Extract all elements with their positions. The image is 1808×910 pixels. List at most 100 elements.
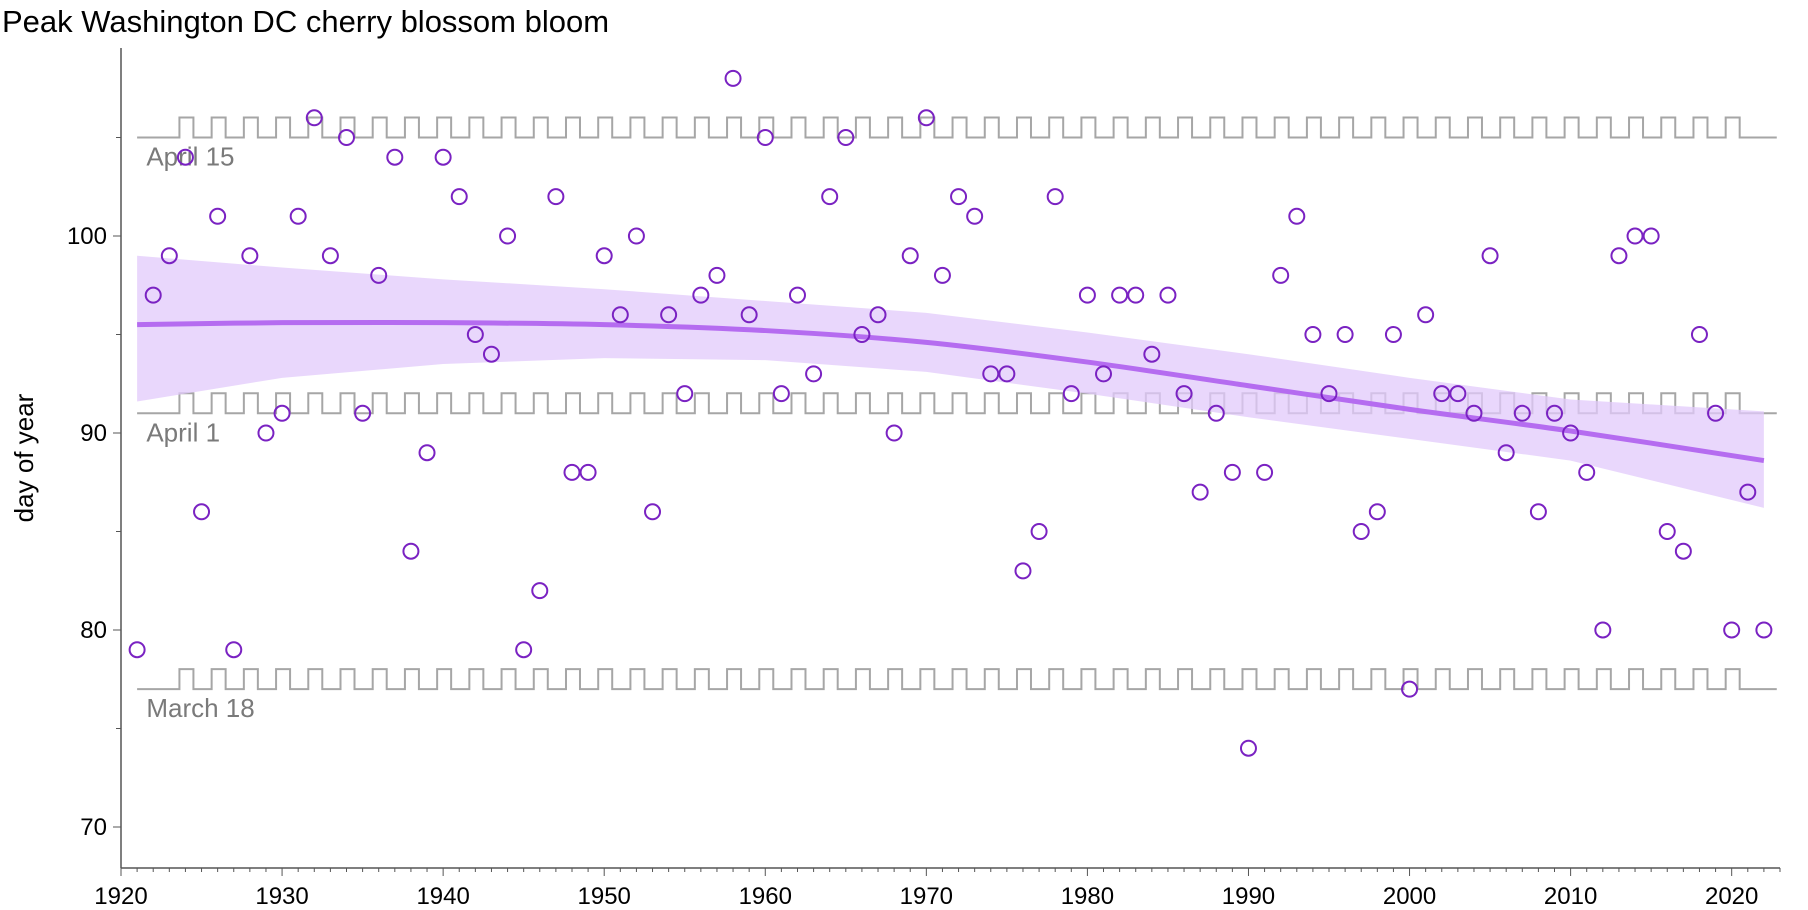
reference-line-0 [137,116,1777,139]
data-point [1368,503,1386,521]
data-point [933,266,951,284]
data-point [1626,227,1644,245]
data-point [1755,621,1773,639]
data-point [273,404,291,422]
data-point [1578,463,1596,481]
x-tick-label: 1920 [94,883,147,910]
data-point [1384,326,1402,343]
data-point [1449,385,1467,403]
data-point [692,286,710,304]
data-point [853,326,871,343]
data-point [627,227,645,245]
data-point [434,148,452,166]
data-point [1497,444,1515,462]
x-tick-label: 1990 [1222,883,1275,910]
data-point [1288,207,1306,225]
x-tick-label: 1940 [416,883,469,910]
data-point [176,148,194,166]
x-tick-label: 1970 [900,883,953,910]
x-tick-label: 1960 [739,883,792,910]
data-point [1674,542,1692,560]
confidence-band-group [137,255,1764,508]
y-tick-label: 80 [80,617,107,644]
data-point [644,503,662,521]
data-point [1642,227,1660,245]
data-point [547,188,565,206]
data-point [1529,503,1547,521]
data-point [1014,562,1032,580]
data-point [1030,523,1048,540]
data-point [1352,523,1370,540]
data-point [289,207,307,225]
data-point [1433,385,1451,403]
data-point [499,227,517,245]
data-point [1256,463,1274,481]
data-point [1513,404,1531,422]
data-point [1078,286,1096,304]
data-point [1207,404,1225,422]
reference-line-2 [137,668,1777,691]
data-point [1417,306,1435,324]
data-point [482,345,500,363]
data-point [1562,424,1580,442]
data-point [1304,326,1322,343]
y-tick-label: 90 [80,420,107,447]
x-tick-label: 1950 [578,883,631,910]
data-point [1320,385,1338,403]
data-point [885,424,903,442]
data-point [1095,365,1113,383]
data-point [1336,326,1354,343]
axes: 1920 1930 1940 1950 1960 1970 1980 1990 2000 2010… [9,48,1781,910]
y-axis-label: day of year [9,393,39,522]
data-point [209,207,227,225]
x-tick-label: 2020 [1705,883,1758,910]
data-point [901,247,919,265]
data-point [772,385,790,403]
data-point [1046,188,1064,206]
data-point [869,306,887,324]
data-point [756,129,774,146]
data-point [515,641,533,659]
data-point [241,247,259,265]
data-point [160,247,178,265]
reference-lines: April 15 April 1 March 18 [137,116,1777,723]
data-point [708,266,726,284]
data-point [531,582,549,600]
data-point [418,444,436,462]
data-point [370,266,388,284]
data-point [1191,483,1209,501]
data-point [354,404,372,422]
data-point [982,365,1000,383]
data-point [1546,404,1564,422]
data-point [1481,247,1499,265]
data-point [193,503,211,521]
chart-title: Peak Washington DC cherry blossom bloom [2,4,610,39]
reference-label-2: March 18 [146,693,254,723]
data-point [1223,463,1241,481]
data-point [144,286,162,304]
data-point [1127,286,1145,304]
data-point [724,69,742,87]
data-point [837,129,855,146]
x-tick-label: 2010 [1544,883,1597,910]
data-point [1272,266,1290,284]
data-point [1739,483,1757,501]
data-point [660,306,678,324]
data-point [257,424,275,442]
data-point [1111,286,1129,304]
x-tick-label: 1980 [1061,883,1114,910]
x-tick-label: 2000 [1383,883,1436,910]
data-point [966,207,984,225]
data-point [950,188,968,206]
data-point [1401,680,1419,698]
data-point [466,326,484,343]
data-point [1175,385,1193,403]
data-point [595,247,613,265]
data-point [1465,404,1483,422]
data-point [1143,345,1161,363]
data-points [128,69,1773,757]
data-point [1159,286,1177,304]
data-point [1723,621,1741,639]
data-point [563,463,581,481]
